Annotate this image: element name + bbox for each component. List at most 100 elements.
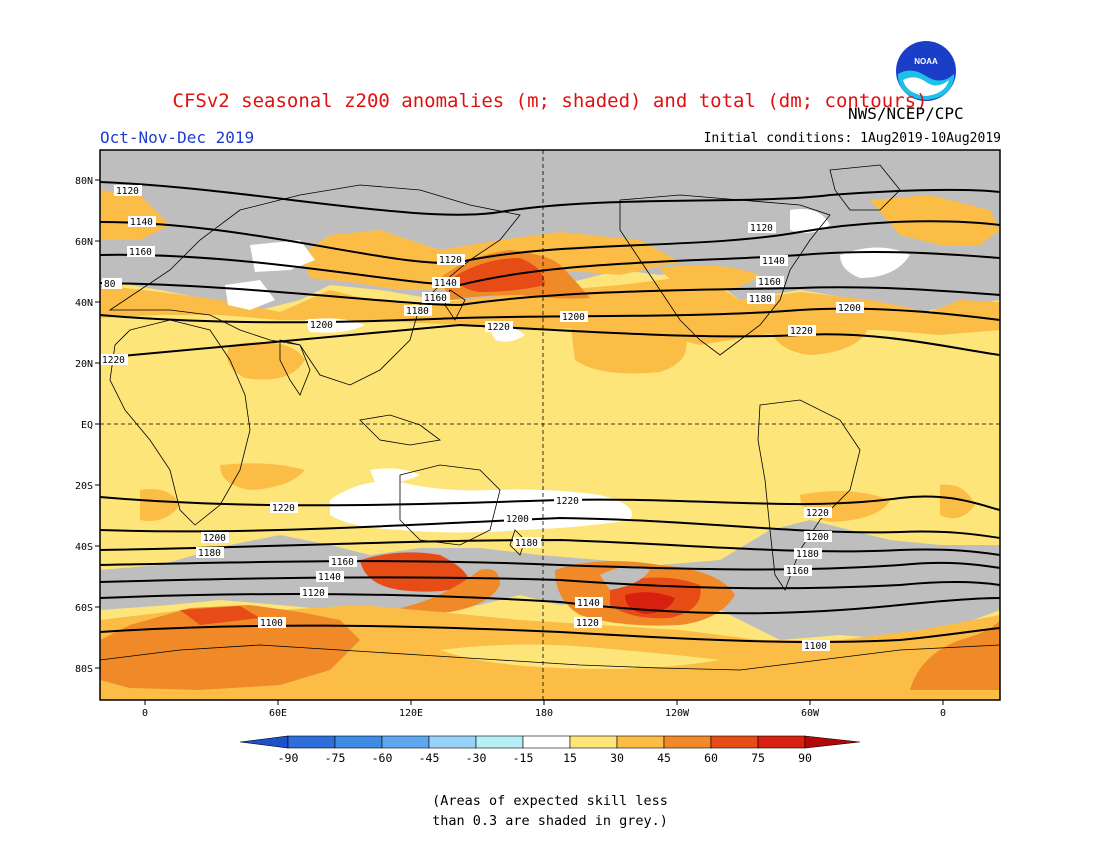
white-area-atlantic xyxy=(840,247,910,278)
contour-labels: 1120 1140 1160 80 1200 1220 1120 1140 11… xyxy=(100,185,864,652)
colorbar-arrow-right xyxy=(804,735,861,749)
colorbar-swatch xyxy=(663,735,712,749)
svg-text:NOAA: NOAA xyxy=(914,57,938,66)
contour-label: 1160 xyxy=(129,247,152,258)
lon-label: 60E xyxy=(269,708,287,719)
contour-nh-1180 xyxy=(100,282,1000,307)
lon-label: 120W xyxy=(665,708,690,719)
colorbar-label: -75 xyxy=(325,751,346,765)
contour-label: 1200 xyxy=(506,514,529,525)
colorbar-label: 60 xyxy=(704,751,718,765)
contour-label: 1100 xyxy=(260,618,283,629)
colorbar-swatch xyxy=(475,735,524,749)
contour-label: 1200 xyxy=(838,303,861,314)
contour-label: 1220 xyxy=(272,503,295,514)
contour-label: 1140 xyxy=(762,256,785,267)
contour-label: 1180 xyxy=(198,548,221,559)
colorbar-label: 75 xyxy=(751,751,765,765)
contour-label: 1120 xyxy=(576,618,599,629)
contour-label: 1140 xyxy=(130,217,153,228)
colorbar-arrow-left xyxy=(239,735,289,749)
colorbar-swatch xyxy=(616,735,665,749)
colorbar-label: -15 xyxy=(513,751,534,765)
india-coast xyxy=(279,339,311,396)
colorbar-label: -30 xyxy=(466,751,487,765)
season-label: Oct-Nov-Dec 2019 xyxy=(100,128,255,147)
lat-label: EQ xyxy=(81,420,93,431)
lon-label: 60W xyxy=(801,708,820,719)
colorbar-label: -60 xyxy=(372,751,393,765)
arctic-orange xyxy=(870,195,1000,245)
contour-label: 1120 xyxy=(439,255,462,266)
greenland-coast xyxy=(829,164,901,211)
white-area-indonesia xyxy=(370,468,420,483)
north-america-coast xyxy=(619,194,831,356)
lat-label: 20S xyxy=(75,481,93,492)
contour-sh-1160 xyxy=(100,560,1000,571)
contour-label: 1160 xyxy=(331,557,354,568)
noaa-logo: NOAA xyxy=(896,41,956,101)
colorbar: -90 -75 -60 -45 -30 -15 15 30 45 60 75 9… xyxy=(239,735,861,765)
lat-label: 60N xyxy=(75,237,93,248)
trop-orange-1 xyxy=(220,463,305,490)
contour-sh-1120 xyxy=(100,592,1000,615)
antarctic-red-strip xyxy=(180,606,260,625)
lat-label: 20N xyxy=(75,359,93,370)
lat-label: 80S xyxy=(75,664,93,675)
latitude-axis: 80N 60N 40N 20N EQ 20S 40S 60S 80S xyxy=(75,176,100,675)
lat-label: 80N xyxy=(75,176,93,187)
bottom-orange-strip xyxy=(100,690,1000,700)
contour-nh-1120 xyxy=(100,181,1000,216)
contour-label: 1220 xyxy=(806,508,829,519)
australia-coast xyxy=(399,464,501,546)
indonesia-coast xyxy=(359,414,441,446)
contour-label: 1140 xyxy=(318,572,341,583)
white-area-australia xyxy=(330,481,632,533)
colorbar-swatch xyxy=(522,735,571,749)
contour-nh-1220 xyxy=(100,323,1000,359)
colorbar-swatch xyxy=(381,735,430,749)
pacific-orange-blob xyxy=(570,310,687,374)
antarctica-coast xyxy=(100,644,1000,671)
colorbar-label: 90 xyxy=(798,751,812,765)
eurasia-coast xyxy=(108,184,521,386)
contour-nh-1160 xyxy=(100,251,1000,287)
colorbar-label: -90 xyxy=(278,751,299,765)
map-frame xyxy=(99,149,1001,701)
colorbar-label: -45 xyxy=(419,751,440,765)
contour-sh-1180 xyxy=(100,538,1000,556)
contour-label: 1120 xyxy=(750,223,773,234)
europe-orange xyxy=(100,190,170,240)
contour-label: 1160 xyxy=(758,277,781,288)
colorbar-swatch xyxy=(757,735,806,749)
contour-label: 1200 xyxy=(203,533,226,544)
contour-label: 1120 xyxy=(116,186,139,197)
contour-label: 1220 xyxy=(556,496,579,507)
contour-nh-1140 xyxy=(100,220,1000,264)
africa-coast xyxy=(109,319,251,526)
kamchatka-anomaly-60 xyxy=(455,258,545,292)
contour-label: 1100 xyxy=(804,641,827,652)
colorbar-swatch xyxy=(334,735,383,749)
coastlines xyxy=(100,164,1000,671)
antarctic-anomaly-west xyxy=(910,620,1000,690)
colorbar-label: 30 xyxy=(610,751,624,765)
trop-orange-2 xyxy=(140,489,180,521)
lat-label: 40N xyxy=(75,298,93,309)
trop-orange-4 xyxy=(940,484,975,519)
lon-label: 180 xyxy=(535,708,553,719)
height-contours xyxy=(100,181,1000,643)
contour-label: 1180 xyxy=(406,306,429,317)
contour-label: 1140 xyxy=(434,278,457,289)
contour-label: 1200 xyxy=(562,312,585,323)
lon-label: 0 xyxy=(142,708,148,719)
lat-label: 60S xyxy=(75,603,93,614)
colorbar-swatch xyxy=(428,735,477,749)
lon-label: 120E xyxy=(399,708,423,719)
contour-sh-1200 xyxy=(100,516,1000,539)
contour-nh-1200 xyxy=(100,307,1000,324)
contour-sh-1140 xyxy=(100,576,1000,590)
initial-conditions-label: Initial conditions: 1Aug2019-10Aug2019 xyxy=(703,131,1001,146)
colorbar-swatch xyxy=(569,735,618,749)
contour-label: 1220 xyxy=(487,322,510,333)
